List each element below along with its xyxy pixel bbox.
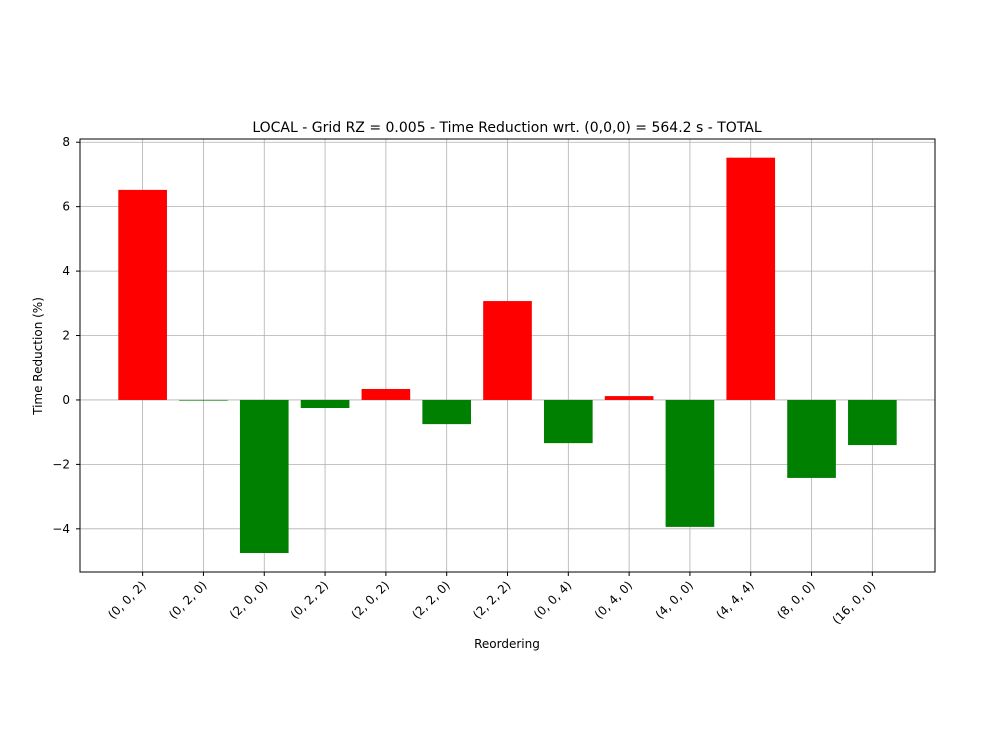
chart-title: LOCAL - Grid RZ = 0.005 - Time Reduction… — [252, 120, 762, 136]
x-tick-label: (4, 0, 0) — [653, 578, 697, 622]
y-tick-label: 4 — [62, 264, 70, 278]
bar — [179, 399, 228, 401]
x-tick-label: (2, 0, 0) — [227, 578, 271, 622]
y-tick-label: 0 — [62, 393, 70, 407]
x-tick-label: (0, 2, 2) — [288, 578, 332, 622]
plot-frame — [79, 138, 936, 573]
y-tick-label: −2 — [52, 457, 70, 471]
bar — [422, 399, 472, 425]
bar — [118, 189, 167, 400]
y-tick-label: −4 — [52, 522, 70, 536]
y-axis-label: Time Reduction (%) — [31, 297, 45, 416]
bar — [848, 399, 897, 446]
x-tick-label: (4, 4, 4) — [713, 578, 757, 622]
x-tick-label: (2, 0, 2) — [348, 578, 392, 622]
bar — [604, 396, 654, 400]
bar — [726, 157, 776, 400]
bar — [787, 399, 836, 478]
x-tick-label: (16, 0, 0) — [830, 578, 879, 627]
y-tick-label: 6 — [62, 200, 70, 214]
x-tick-label: (0, 2, 0) — [166, 578, 210, 622]
bar — [665, 399, 715, 527]
x-tick-label: (2, 2, 2) — [470, 578, 514, 622]
bar — [300, 399, 350, 409]
bar — [483, 301, 532, 400]
bar — [239, 399, 289, 553]
bar — [361, 389, 411, 400]
x-tick-label: (8, 0, 0) — [774, 578, 818, 622]
x-tick-label: (2, 2, 0) — [409, 578, 453, 622]
x-axis-label: Reordering — [474, 637, 540, 651]
x-tick-label: (0, 0, 4) — [531, 578, 575, 622]
bar — [543, 399, 593, 444]
x-tick-label: (0, 0, 2) — [105, 578, 149, 622]
y-tick-label: 8 — [62, 135, 70, 149]
y-tick-label: 2 — [62, 329, 70, 343]
x-tick-label: (0, 4, 0) — [592, 578, 636, 622]
